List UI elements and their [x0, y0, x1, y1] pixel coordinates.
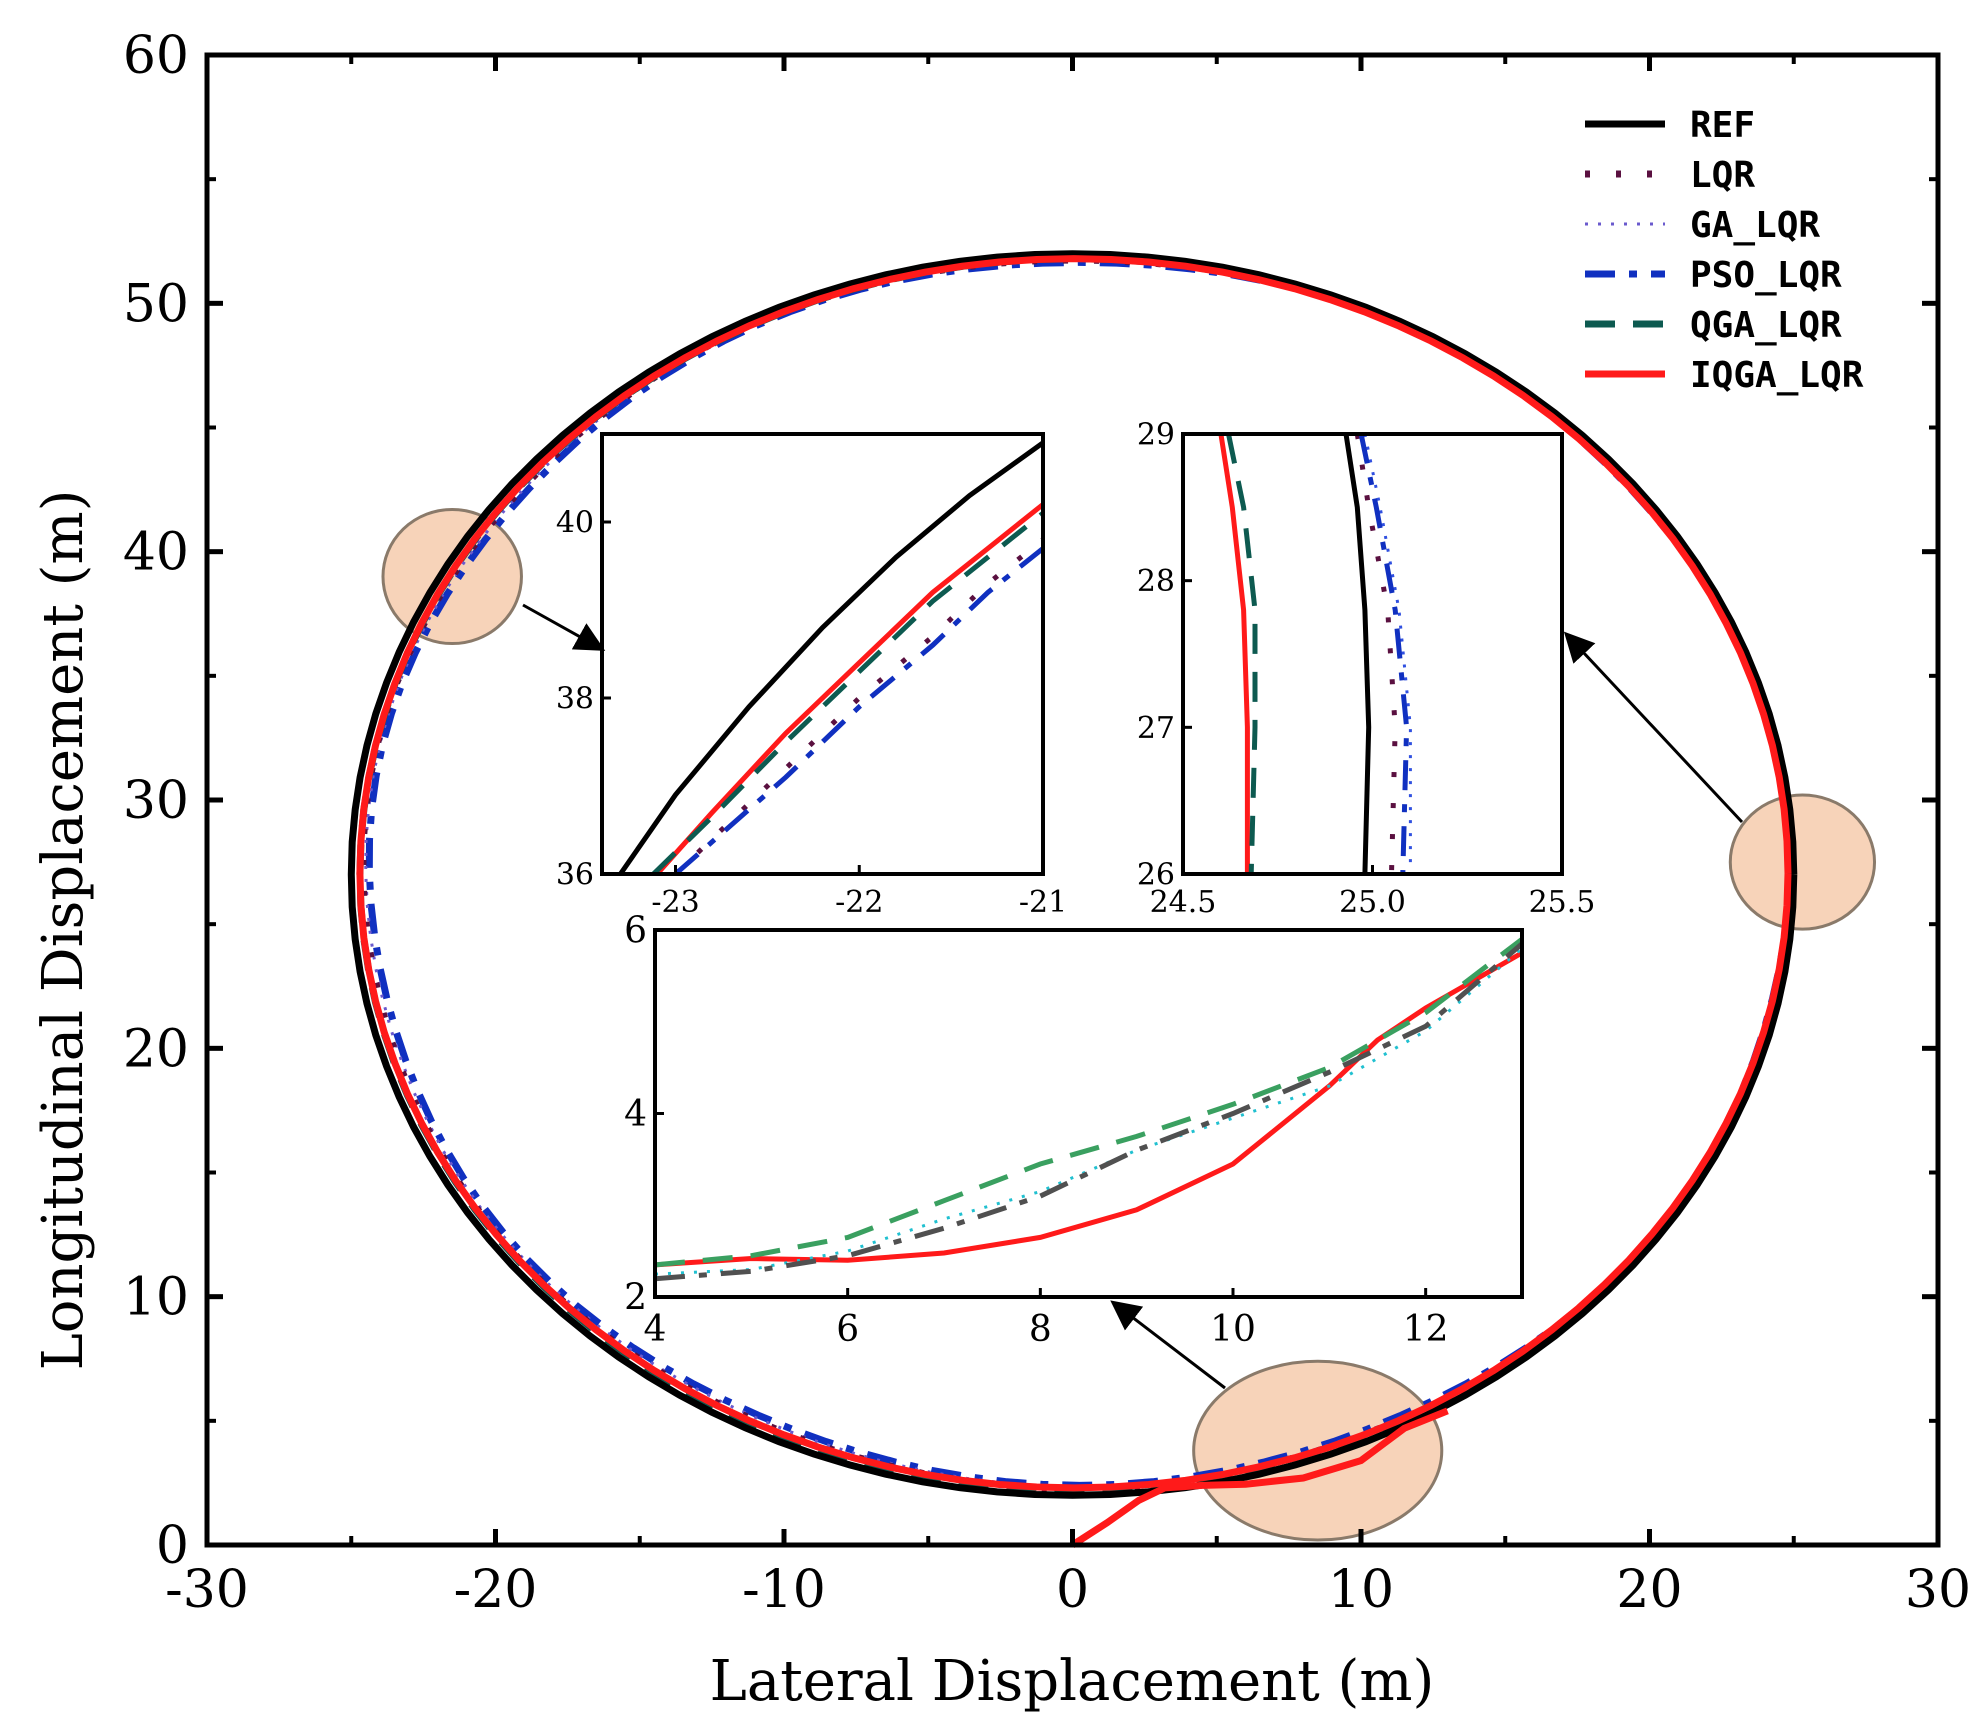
y-tick-label: 20	[123, 1019, 189, 1079]
main-plot-frame	[204, 52, 1941, 1548]
x-tick-label: -20	[454, 1560, 538, 1620]
inset-bottom-y-tick-label: 2	[624, 1278, 647, 1319]
inset-left-x-tick-label: -23	[651, 885, 699, 920]
inset-bottom-x-tick-label: 12	[1403, 1309, 1449, 1350]
inset-right-y-tick-label: 26	[1137, 858, 1175, 893]
inset-bottom-line-qga-lqr	[655, 937, 1522, 1268]
legend-label-pso-lqr: PSO_LQR	[1690, 255, 1842, 296]
inset-bottom-x-tick-label: 8	[1029, 1309, 1052, 1350]
legend-label-ref: REF	[1690, 105, 1755, 146]
main-ticks: -30 -20 -10 0 10 20 30 0 10 20 30 40 50 60	[123, 26, 1971, 1620]
legend-label-ga-lqr: GA_LQR	[1690, 205, 1820, 246]
legend-label-lqr: LQR	[1690, 155, 1755, 196]
inset-left-y-tick-label: 38	[556, 682, 594, 717]
arrow-right	[1563, 631, 1744, 824]
inset-right-series	[1218, 434, 1412, 874]
inset-bottom-x-tick-label: 6	[836, 1309, 859, 1350]
inset-right-y-tick-label: 27	[1137, 711, 1175, 746]
y-tick-label: 0	[156, 1516, 189, 1576]
x-tick-label: 30	[1905, 1560, 1971, 1620]
inset-left-frame	[600, 432, 1045, 876]
arrow-left	[522, 603, 606, 651]
y-tick-label: 40	[123, 523, 189, 583]
legend: REF LQR GA_LQR PSO_LQR QGA_LQR IQGA_LQR	[1585, 105, 1864, 396]
inset-left: -23 -22 -21 36 38 40	[556, 432, 1067, 920]
legend-label-iqga-lqr: IQGA_LQR	[1690, 355, 1864, 396]
highlight-region-right	[1728, 793, 1877, 931]
inset-right-line-lqr	[1354, 434, 1398, 874]
y-tick-label: 50	[123, 274, 189, 334]
inset-left-y-tick-label: 36	[556, 858, 594, 893]
inset-left-background	[602, 434, 1043, 874]
inset-right-line-qga-lqr	[1226, 434, 1258, 874]
inset-right-x-tick-label: 25.0	[1339, 885, 1406, 920]
inset-left-line-pso-lqr	[673, 546, 1043, 874]
inset-bottom-x-tick-label: 4	[644, 1309, 667, 1350]
inset-right-line-pso-lqr	[1358, 434, 1410, 874]
x-tick-label: 0	[1056, 1560, 1089, 1620]
main-line-iqga-lqr	[356, 255, 1792, 1492]
inset-left-y-tick-label: 40	[556, 506, 594, 541]
y-tick-label: 30	[123, 771, 189, 831]
x-axis-label: Lateral Displacement (m)	[710, 1649, 1435, 1714]
legend-label-qga-lqr: QGA_LQR	[1690, 305, 1842, 346]
x-tick-label: 10	[1328, 1560, 1394, 1620]
inset-right-x-tick-label: 25.5	[1529, 885, 1596, 920]
y-tick-label: 60	[123, 26, 189, 86]
main-series	[347, 250, 1798, 1548]
inset-right-x-tick-label: 24.5	[1150, 885, 1217, 920]
arrow-bottom	[1110, 1300, 1226, 1390]
main-line-iqga-lqr-start	[1070, 1407, 1449, 1548]
inset-left-x-tick-label: -21	[1019, 885, 1067, 920]
inset-left-line-ref	[618, 440, 1043, 874]
inset-left-series	[618, 440, 1043, 874]
inset-bottom-x-tick-label: 10	[1210, 1309, 1256, 1350]
inset-right-line-iqga-lqr	[1218, 434, 1250, 874]
x-tick-label: -30	[165, 1560, 249, 1620]
inset-right-y-tick-label: 29	[1137, 418, 1175, 453]
y-axis-label: Longitudinal Displacement (m)	[31, 490, 96, 1371]
y-tick-label: 10	[123, 1268, 189, 1328]
inset-bottom-y-tick-label: 4	[624, 1094, 647, 1135]
callout-arrows	[522, 603, 1744, 1390]
inset-left-line-qga-lqr	[651, 511, 1043, 874]
inset-bottom-line-pso-lqr	[655, 941, 1522, 1282]
x-tick-label: -10	[742, 1560, 826, 1620]
inset-bottom-background	[655, 930, 1522, 1297]
inset-bottom-y-tick-label: 6	[624, 911, 647, 952]
inset-right-line-ref	[1343, 434, 1372, 874]
inset-left-x-tick-label: -22	[835, 885, 883, 920]
main-line-ref	[347, 250, 1798, 1499]
inset-right: 24.5 25.0 25.5 26 27 28 29	[1137, 418, 1596, 921]
x-tick-label: 20	[1616, 1560, 1682, 1620]
inset-bottom-line-ga-lqr	[655, 947, 1522, 1276]
inset-right-y-tick-label: 28	[1137, 564, 1175, 599]
inset-left-line-iqga-lqr	[655, 502, 1043, 874]
inset-bottom-series	[655, 937, 1522, 1282]
